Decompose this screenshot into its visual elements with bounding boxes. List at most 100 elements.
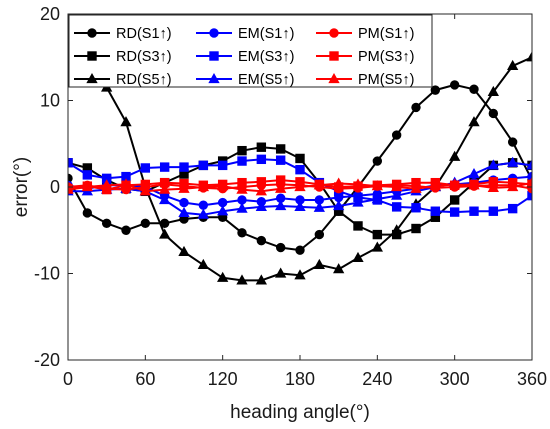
y-tick-label: 10: [40, 91, 60, 111]
data-point-rd-s1: [101, 218, 112, 229]
legend-label: RD(S5↑): [116, 72, 172, 88]
legend-swatch-marker: [87, 51, 97, 61]
y-tick-label: -20: [34, 350, 60, 370]
data-point-em-s3: [391, 202, 402, 212]
legend-entry-em-s1: EM(S1↑): [196, 26, 294, 42]
data-point-em-s3: [469, 206, 479, 216]
legend-entry-pm-s1: PM(S1↑): [316, 26, 414, 42]
legend-swatch-marker: [329, 51, 339, 61]
data-point-em-s3: [68, 158, 73, 168]
legend-swatch-marker: [87, 28, 97, 38]
data-point-pm-s5: [526, 176, 532, 187]
data-point-rd-s1: [82, 208, 93, 218]
data-point-em-s5: [255, 200, 267, 211]
data-point-rd-s5: [313, 258, 325, 269]
data-point-em-s3: [295, 165, 305, 175]
data-point-rd-s1: [237, 228, 247, 238]
data-point-rd-s1: [140, 218, 151, 229]
data-point-pm-s5: [333, 177, 345, 188]
data-point-em-s3: [488, 206, 499, 216]
data-point-rd-s3: [353, 221, 363, 231]
data-point-em-s3: [217, 160, 228, 171]
legend-entry-pm-s3: PM(S3↑): [316, 49, 414, 65]
series-layer: [68, 46, 532, 285]
data-point-em-s3: [237, 156, 247, 166]
y-axis-label: error(°): [11, 157, 32, 217]
data-point-rd-s5: [178, 245, 190, 256]
data-point-rd-s1: [488, 108, 499, 119]
data-point-rd-s3: [275, 144, 286, 154]
data-point-em-s3: [159, 162, 170, 172]
x-tick-label: 240: [362, 369, 392, 389]
data-point-pm-s5: [449, 178, 461, 189]
data-point-rd-s5: [391, 224, 403, 235]
legend-entry-rd-s5: RD(S5↑): [74, 72, 172, 88]
data-point-rd-s1: [275, 242, 286, 253]
legend-entry-rd-s1: RD(S1↑): [74, 26, 172, 42]
data-point-rd-s5: [352, 251, 364, 263]
legend-entry-rd-s3: RD(S3↑): [74, 49, 172, 65]
data-point-rd-s5: [468, 116, 480, 127]
data-point-rd-s1: [68, 173, 73, 184]
legend-swatch-marker: [209, 28, 219, 38]
data-point-rd-s3: [295, 153, 305, 164]
legend-swatch-marker: [209, 51, 219, 61]
y-tick-label: 20: [40, 4, 60, 24]
data-point-pm-s5: [487, 181, 499, 192]
x-tick-label: 0: [63, 369, 73, 389]
data-point-em-s5: [159, 193, 171, 205]
data-point-em-s3: [449, 207, 460, 217]
data-point-em-s5: [487, 159, 499, 170]
data-point-pm-s5: [507, 180, 519, 192]
data-point-pm-s5: [255, 185, 267, 196]
data-point-pm-s5: [391, 180, 403, 192]
data-point-em-s3: [507, 203, 518, 214]
ticks-layer: 0 60 120 180 240 300 360 -20 -10 0 10 20: [34, 4, 547, 389]
data-point-pm-s5: [410, 182, 422, 193]
data-point-em-s5: [333, 200, 345, 211]
data-point-rd-s1: [372, 156, 383, 166]
legend-label: EM(S5↑): [238, 72, 294, 88]
data-point-rd-s3: [449, 195, 460, 205]
data-point-pm-s5: [101, 179, 113, 190]
data-point-rd-s5: [526, 51, 532, 62]
data-point-rd-s1: [411, 102, 421, 113]
data-point-em-s5: [217, 205, 229, 216]
legend-swatch-marker: [86, 72, 98, 84]
data-point-rd-s5: [159, 228, 171, 239]
data-point-em-s5: [507, 156, 519, 167]
legend-entry-em-s5: EM(S5↑): [196, 72, 294, 88]
data-point-rd-s1: [295, 245, 305, 255]
data-point-pm-s5: [178, 182, 190, 193]
data-point-rd-s5: [197, 258, 209, 269]
data-point-em-s3: [198, 160, 209, 171]
data-point-rd-s1: [430, 85, 441, 95]
data-point-em-s5: [468, 167, 480, 179]
data-point-em-s1: [198, 200, 209, 210]
legend-label: EM(S3↑): [238, 49, 294, 65]
data-point-rd-s5: [236, 274, 248, 285]
data-point-em-s5: [526, 159, 532, 170]
data-point-rd-s1: [449, 80, 460, 90]
data-point-em-s3: [256, 154, 267, 165]
series-group: [68, 46, 532, 285]
data-point-pm-s3: [256, 177, 267, 187]
data-point-rd-s5: [217, 271, 229, 282]
data-point-pm-s5: [217, 180, 229, 191]
data-point-em-s3: [430, 206, 441, 216]
data-point-pm-s5: [294, 180, 306, 192]
data-point-em-s1: [179, 197, 189, 208]
data-point-rd-s1: [391, 130, 402, 140]
data-point-em-s5: [313, 201, 325, 212]
legend-swatch-marker: [329, 28, 339, 38]
x-tick-label: 360: [517, 369, 547, 389]
data-point-pm-s5: [139, 185, 151, 196]
data-point-em-s5: [294, 200, 306, 211]
data-point-em-s5: [371, 193, 383, 204]
data-point-rd-s5: [507, 59, 519, 70]
data-point-rd-s3: [256, 142, 267, 152]
data-point-pm-s5: [371, 180, 383, 191]
data-point-em-s3: [411, 203, 421, 213]
data-point-em-s3: [82, 170, 93, 180]
